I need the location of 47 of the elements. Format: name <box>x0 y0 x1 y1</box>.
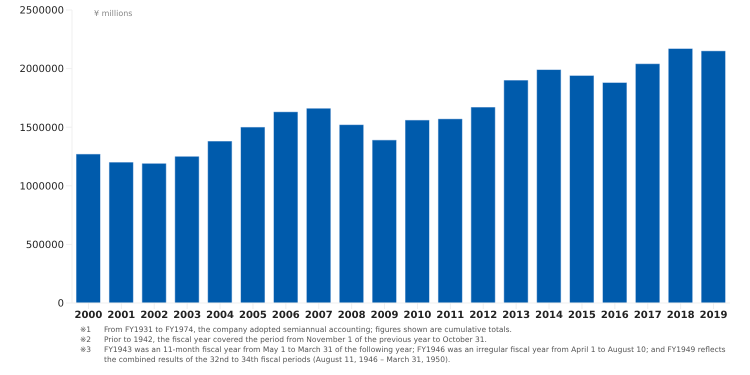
x-tick-label: 2019 <box>700 310 728 322</box>
x-tick-label: 2013 <box>502 310 530 322</box>
x-tick-label: 2001 <box>107 310 136 322</box>
x-tick-label: 2018 <box>666 310 695 322</box>
y-axis-title: ¥ millions <box>94 9 132 18</box>
y-tick-label: 2500000 <box>19 6 64 17</box>
bar <box>602 82 627 303</box>
bar <box>273 112 298 303</box>
bar <box>668 48 693 303</box>
x-tick-label: 2009 <box>370 310 398 322</box>
x-tick-label: 2006 <box>272 310 300 322</box>
bar <box>142 163 166 303</box>
bar <box>372 140 397 303</box>
x-tick-label: 2002 <box>140 310 168 322</box>
x-tick-label: 2016 <box>600 310 629 322</box>
bar <box>438 118 462 303</box>
x-tick-label: 2008 <box>338 310 366 322</box>
x-tick-label: 2007 <box>304 310 333 322</box>
x-tick-label: 2012 <box>469 310 498 322</box>
bar <box>504 80 528 303</box>
bar <box>405 120 430 303</box>
x-tick-label: 2010 <box>404 310 432 322</box>
bar <box>76 154 101 303</box>
bar <box>108 162 134 303</box>
x-tick-label: 2003 <box>173 310 202 322</box>
y-tick-label: 1500000 <box>19 122 64 134</box>
bar <box>635 64 660 303</box>
bar <box>339 124 364 303</box>
x-tick-label: 2015 <box>568 310 596 322</box>
x-tick-label: 2004 <box>206 310 234 322</box>
y-tick-label: 500000 <box>26 240 64 251</box>
x-tick-label: 2005 <box>239 310 267 322</box>
bar <box>701 50 726 303</box>
bar <box>174 156 200 303</box>
x-tick-label: 2011 <box>436 310 464 322</box>
x-tick-label: 2000 <box>74 310 102 322</box>
y-tick-label: 0 <box>58 298 64 310</box>
x-tick-label: 2014 <box>535 310 563 322</box>
bar <box>208 141 232 303</box>
bar <box>470 107 496 303</box>
bar <box>306 108 331 303</box>
y-tick-label: 2000000 <box>19 64 64 76</box>
bar <box>570 75 594 303</box>
x-tick-label: 2017 <box>634 310 662 322</box>
y-tick-label: 1000000 <box>19 181 64 192</box>
bar <box>240 126 266 303</box>
bar <box>536 70 562 303</box>
